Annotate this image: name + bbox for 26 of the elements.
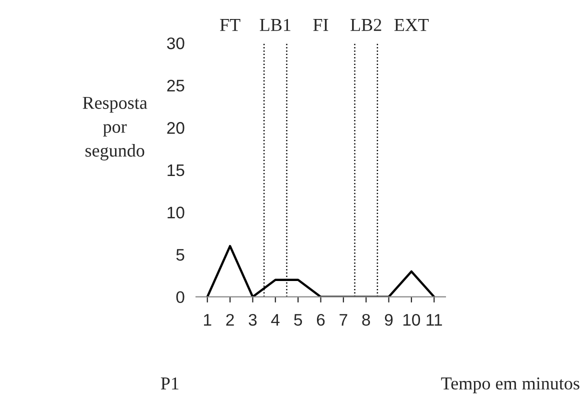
y-axis-title: Resposta por segundo xyxy=(82,96,148,160)
y-tick-label: 20 xyxy=(167,122,184,134)
x-tick-label: 9 xyxy=(384,314,393,326)
x-tick-label: 8 xyxy=(362,314,370,326)
text: LB1 xyxy=(260,18,290,31)
y-tick-label: 10 xyxy=(168,206,184,218)
text: FI xyxy=(313,19,328,31)
x-tick-label: 1 xyxy=(204,314,212,326)
x-tick-label: 7 xyxy=(340,314,348,326)
x-axis-title: Tempo em minutos xyxy=(441,377,580,394)
x-tick-label: 3 xyxy=(248,314,257,326)
x-tick-label: 4 xyxy=(271,314,280,326)
x-tick-label: 2 xyxy=(226,314,234,326)
x-tick-label: 10 xyxy=(403,314,420,326)
text: FT xyxy=(220,19,240,31)
y-tick-label: 30 xyxy=(167,37,184,50)
y-tick-label: 0 xyxy=(176,291,184,304)
text: P1 xyxy=(160,377,178,390)
y-tick-label: 15 xyxy=(168,164,184,176)
text: LB2 xyxy=(350,18,382,31)
y-tick-label: 5 xyxy=(176,249,184,261)
x-tick-label: 6 xyxy=(316,314,325,326)
text: EXT xyxy=(394,19,429,31)
x-tick-label: 11 xyxy=(426,314,442,326)
x-tick-label: 5 xyxy=(294,314,302,326)
y-tick-label: 25 xyxy=(167,80,184,92)
